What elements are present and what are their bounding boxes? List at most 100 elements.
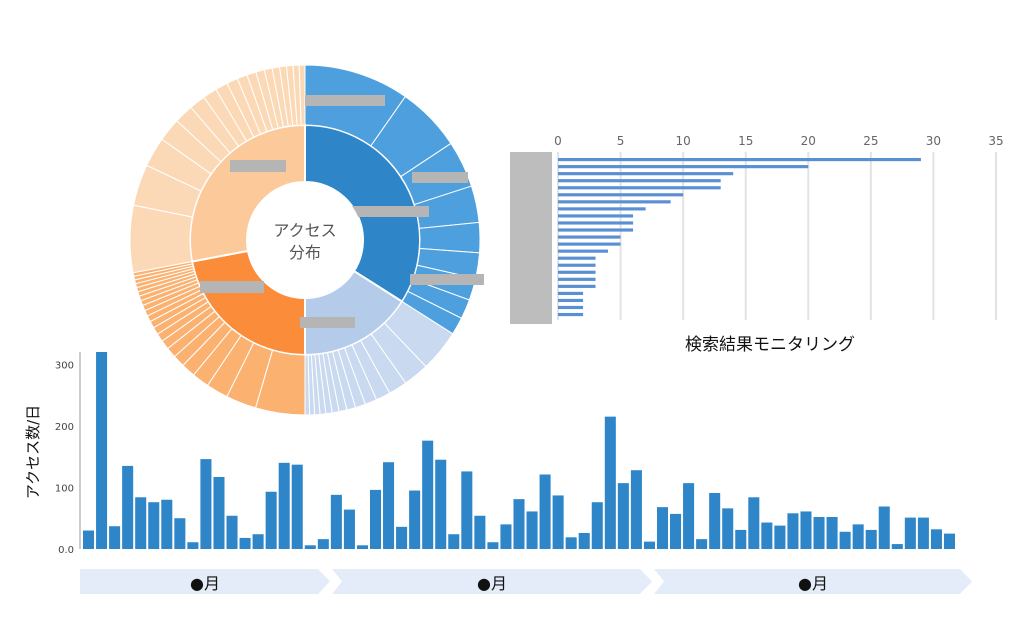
vbar bbox=[474, 515, 486, 549]
hbar bbox=[558, 193, 684, 197]
vbar bbox=[239, 537, 251, 549]
vbar bbox=[917, 517, 929, 549]
x-tick-label: 15 bbox=[738, 134, 753, 148]
vbar bbox=[343, 509, 355, 549]
vbar bbox=[461, 471, 473, 549]
y-tick-label: 0.0 bbox=[58, 545, 74, 556]
vbar bbox=[774, 525, 786, 549]
category-labels-placeholder bbox=[510, 152, 552, 324]
y-tick-labels: 0.0 100 200 300 bbox=[55, 360, 74, 556]
access-sunburst-chart: アクセス 分布 bbox=[129, 64, 484, 416]
month-label: ●月 bbox=[190, 574, 220, 593]
vbar bbox=[930, 529, 942, 549]
label-placeholder bbox=[305, 95, 385, 106]
vbar bbox=[787, 513, 799, 549]
vbar bbox=[878, 506, 890, 549]
chart-title: 検索結果モニタリング bbox=[685, 335, 855, 355]
label-placeholder bbox=[230, 160, 286, 172]
label-placeholder bbox=[200, 281, 264, 293]
vbar bbox=[265, 491, 277, 549]
vbar bbox=[539, 474, 551, 549]
vbar bbox=[709, 492, 721, 549]
label-placeholder bbox=[410, 274, 484, 285]
x-tick-label: 30 bbox=[926, 134, 941, 148]
vbar bbox=[278, 462, 290, 549]
vbar bbox=[748, 497, 760, 549]
sunburst-slices bbox=[129, 64, 481, 416]
hbar bbox=[558, 235, 621, 239]
hbar bbox=[558, 284, 596, 288]
vbar bbox=[200, 459, 212, 549]
vbar bbox=[83, 530, 95, 549]
vbar bbox=[852, 524, 864, 549]
vbar bbox=[604, 416, 616, 549]
sunburst-label-placeholders bbox=[200, 95, 484, 328]
vbar bbox=[656, 507, 669, 549]
vbar bbox=[800, 511, 812, 549]
vbar bbox=[291, 464, 303, 549]
vbar bbox=[670, 513, 682, 549]
vbar bbox=[578, 532, 590, 549]
daily-access-chart: 0.0 100 200 300 アクセス数/日 ●月 ●月 ●月 bbox=[24, 352, 972, 594]
month-arrow bbox=[332, 569, 652, 594]
sunburst-center-title-line2: 分布 bbox=[289, 243, 321, 262]
vbar bbox=[735, 529, 747, 549]
vbar bbox=[500, 524, 512, 549]
x-tick-label: 25 bbox=[863, 134, 878, 148]
hbar bbox=[558, 221, 634, 225]
label-placeholder bbox=[412, 172, 468, 183]
vbar bbox=[422, 440, 434, 549]
hbar bbox=[558, 186, 721, 190]
month-arrow bbox=[654, 569, 972, 594]
hbar bbox=[558, 165, 809, 169]
month-label: ●月 bbox=[477, 574, 507, 593]
month-label: ●月 bbox=[798, 574, 828, 593]
hbar bbox=[558, 249, 609, 253]
vbar bbox=[865, 529, 877, 549]
sunburst-center-hole bbox=[247, 182, 363, 298]
hbar bbox=[558, 214, 634, 218]
vbar bbox=[330, 494, 342, 549]
month-arrows: ●月 ●月 ●月 bbox=[80, 569, 972, 594]
vbar bbox=[617, 483, 629, 549]
vbar bbox=[722, 508, 734, 549]
vbar bbox=[148, 502, 160, 549]
y-axis-label: アクセス数/日 bbox=[24, 405, 42, 499]
vbar bbox=[565, 537, 577, 549]
hbar bbox=[558, 298, 584, 303]
vbar bbox=[396, 526, 408, 549]
vbar bbox=[96, 352, 108, 549]
hbar bbox=[558, 277, 596, 281]
vbar bbox=[943, 533, 955, 549]
x-gridlines bbox=[557, 152, 997, 320]
vbar bbox=[213, 476, 225, 549]
vbar bbox=[187, 542, 199, 549]
bars bbox=[83, 352, 955, 549]
vbar bbox=[122, 465, 134, 549]
vbar bbox=[826, 516, 838, 549]
y-tick-label: 300 bbox=[55, 360, 74, 371]
vbar bbox=[161, 499, 173, 549]
vbar bbox=[135, 497, 147, 549]
vbar bbox=[630, 470, 642, 549]
hbar bbox=[558, 312, 584, 317]
vbar bbox=[448, 534, 460, 549]
vbar bbox=[761, 522, 773, 549]
hbar bbox=[558, 207, 646, 211]
label-placeholder bbox=[300, 317, 355, 328]
vbar bbox=[552, 495, 564, 549]
x-tick-label: 20 bbox=[801, 134, 816, 148]
vbar bbox=[409, 490, 421, 549]
x-tick-label: 10 bbox=[676, 134, 691, 148]
vbar bbox=[513, 499, 525, 549]
vbar bbox=[226, 515, 238, 549]
hbar bbox=[558, 305, 584, 310]
vbar bbox=[383, 462, 395, 549]
vbar bbox=[252, 534, 264, 549]
sunburst-center-title-line1: アクセス bbox=[273, 221, 336, 240]
vbar bbox=[891, 544, 903, 549]
vbar bbox=[591, 502, 603, 549]
x-tick-label: 5 bbox=[617, 134, 625, 148]
vbar bbox=[904, 517, 916, 549]
